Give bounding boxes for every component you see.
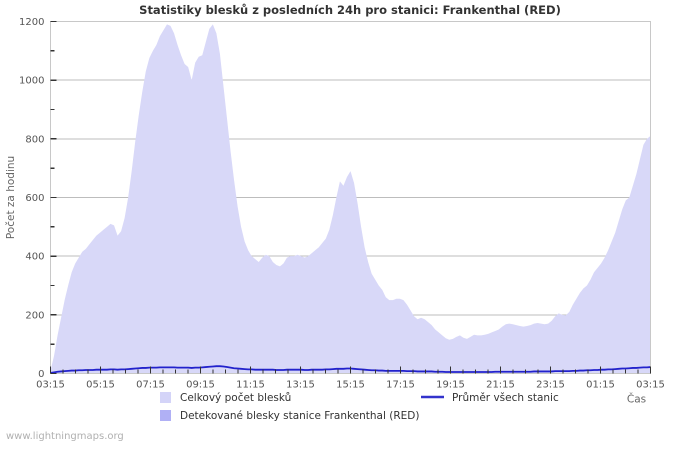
svg-text:01:15: 01:15 — [586, 380, 615, 391]
svg-text:0: 0 — [38, 369, 44, 380]
svg-text:03:15: 03:15 — [36, 380, 65, 391]
svg-text:Čas: Čas — [627, 393, 646, 406]
x-axis-label: Čas — [627, 393, 646, 406]
svg-text:Počet za hodinu: Počet za hodinu — [5, 156, 17, 239]
svg-text:05:15: 05:15 — [86, 380, 115, 391]
legend-swatch — [160, 410, 171, 421]
svg-text:1000: 1000 — [19, 76, 44, 87]
svg-text:21:15: 21:15 — [486, 380, 515, 391]
chart-legend: Celkový počet blesků Průměr všech stanic D… — [160, 392, 559, 422]
svg-text:1200: 1200 — [19, 17, 44, 28]
svg-text:600: 600 — [25, 193, 44, 204]
legend-item: Detekované blesky stanice Frankenthal (R… — [160, 410, 419, 422]
legend-item: Průměr všech stanic — [421, 392, 559, 404]
watermark-footer: www.lightningmaps.org — [6, 431, 124, 442]
svg-text:13:15: 13:15 — [286, 380, 315, 391]
legend-label: Průměr všech stanic — [452, 392, 559, 404]
svg-text:800: 800 — [25, 134, 44, 145]
legend-item: Celkový počet blesků — [160, 392, 291, 404]
page-title: Statistiky blesků z posledních 24h pro s… — [139, 3, 561, 17]
legend-swatch — [160, 392, 171, 403]
svg-text:17:15: 17:15 — [386, 380, 415, 391]
svg-text:200: 200 — [25, 310, 44, 321]
x-axis-ticks: 03:15 05:15 07:15 09:15 11:15 13:15 15:15 17:15… — [36, 366, 665, 391]
svg-text:03:15: 03:15 — [636, 380, 665, 391]
svg-text:19:15: 19:15 — [436, 380, 465, 391]
legend-label: Detekované blesky stanice Frankenthal (R… — [180, 410, 419, 422]
svg-text:23:15: 23:15 — [536, 380, 565, 391]
svg-text:07:15: 07:15 — [136, 380, 165, 391]
y-axis-ticks: 0 200 400 600 800 1000 1200 — [19, 17, 57, 380]
svg-text:11:15: 11:15 — [236, 380, 265, 391]
svg-text:09:15: 09:15 — [186, 380, 215, 391]
svg-text:400: 400 — [25, 252, 44, 263]
y-axis-label: Počet za hodinu — [5, 156, 17, 239]
svg-text:15:15: 15:15 — [336, 380, 365, 391]
legend-label: Celkový počet blesků — [180, 392, 291, 404]
series-area-total — [50, 24, 651, 374]
